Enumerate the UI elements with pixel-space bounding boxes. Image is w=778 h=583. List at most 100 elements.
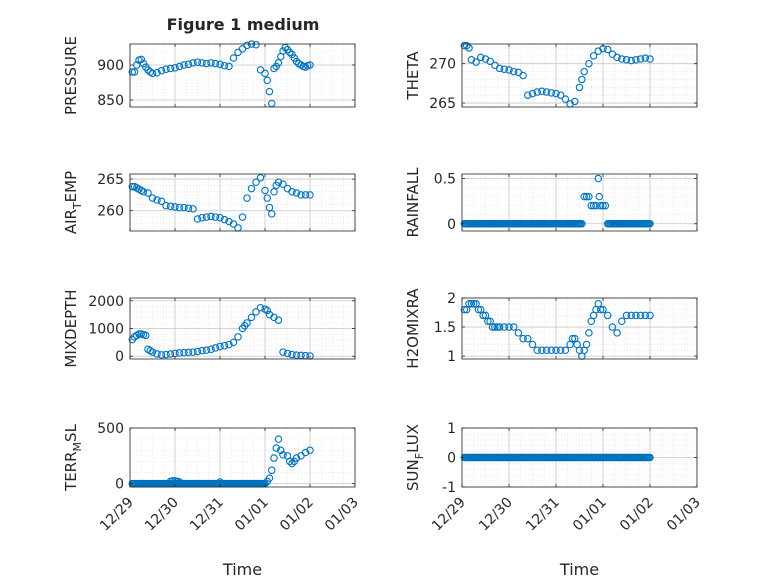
data-point xyxy=(189,348,197,356)
y-axis-label: SUNFLUX xyxy=(404,424,426,491)
axes-box xyxy=(129,173,356,232)
data-point xyxy=(587,201,595,210)
data-point xyxy=(211,59,220,68)
data-point xyxy=(279,450,287,459)
data-point xyxy=(632,55,640,64)
data-point xyxy=(528,89,537,98)
y-tick-label: 0 xyxy=(115,477,124,493)
data-point xyxy=(270,187,278,196)
y-tick-label: 260 xyxy=(97,204,124,220)
data-point xyxy=(202,213,211,221)
data-point xyxy=(148,194,157,202)
x-tick-label: 01/02 xyxy=(277,495,317,535)
subplot-5: 0 1000 2000 MIXDEPTH xyxy=(62,289,356,368)
data-point xyxy=(297,191,305,199)
data-point xyxy=(216,342,224,351)
data-point xyxy=(148,348,157,356)
data-point xyxy=(189,59,197,67)
data-point xyxy=(148,69,157,78)
data-point xyxy=(556,346,565,355)
y-tick-label: 900 xyxy=(97,58,124,74)
data-point xyxy=(495,64,504,73)
data-point xyxy=(594,174,603,183)
x-tick-label: 12/30 xyxy=(142,495,182,535)
data-point xyxy=(265,87,274,96)
data-point xyxy=(274,435,283,443)
data-point xyxy=(267,210,276,218)
data-point xyxy=(646,55,654,63)
data-point xyxy=(632,311,640,320)
data-point xyxy=(547,89,556,97)
data-point xyxy=(288,459,296,468)
data-point xyxy=(265,203,274,212)
data-point xyxy=(247,184,256,193)
y-tick-label: 2000 xyxy=(88,294,124,310)
data-point xyxy=(229,54,238,62)
data-point xyxy=(580,67,588,76)
data-point xyxy=(493,323,501,331)
data-point xyxy=(162,350,170,359)
data-point xyxy=(585,192,593,201)
data-point xyxy=(211,213,220,221)
y-tick-label: -1 xyxy=(442,480,456,496)
data-point xyxy=(524,91,532,99)
data-point xyxy=(627,56,635,65)
data-point xyxy=(279,180,287,188)
x-tick-label: 01/01 xyxy=(570,495,610,535)
data-point xyxy=(509,323,518,331)
y-axis-label: PRESSURE xyxy=(62,36,80,115)
data-point xyxy=(180,203,188,212)
data-point xyxy=(252,308,260,316)
data-point xyxy=(469,300,478,308)
data-point xyxy=(580,192,588,201)
x-axis-label: Time xyxy=(559,560,599,579)
data-point xyxy=(500,323,509,331)
data-point xyxy=(276,446,285,455)
y-tick-label: 850 xyxy=(97,93,124,109)
data-point xyxy=(484,317,492,325)
data-point xyxy=(547,346,556,355)
data-point xyxy=(252,40,260,49)
y-tick-label: 1.5 xyxy=(434,320,456,336)
y-tick-label: 0 xyxy=(115,349,124,365)
data-point xyxy=(157,197,166,205)
data-point xyxy=(238,213,247,221)
data-point xyxy=(216,213,224,222)
data-point xyxy=(256,174,265,182)
data-point xyxy=(519,71,527,80)
x-axis-label: Time xyxy=(222,560,262,579)
data-point xyxy=(193,215,202,223)
data-point xyxy=(220,341,229,350)
data-point xyxy=(180,61,188,69)
y-tick-label: 2 xyxy=(447,291,456,307)
data-point xyxy=(175,349,184,357)
data-point xyxy=(288,350,296,359)
data-point xyxy=(599,305,607,314)
data-point xyxy=(157,351,166,359)
data-point xyxy=(184,348,193,357)
data-point xyxy=(585,329,593,337)
data-point xyxy=(243,319,251,327)
y-axis-label: MIXDEPTH xyxy=(62,289,80,367)
data-point xyxy=(500,65,509,73)
data-point xyxy=(578,220,586,228)
data-point xyxy=(646,311,654,320)
data-point xyxy=(552,89,560,98)
data-point xyxy=(166,202,175,211)
data-point xyxy=(488,323,497,331)
data-point xyxy=(153,350,161,358)
data-point xyxy=(175,203,184,212)
data-point xyxy=(162,65,170,73)
plot-area xyxy=(130,44,355,107)
y-tick-label: 265 xyxy=(429,96,456,112)
data-point xyxy=(144,189,152,197)
data-point xyxy=(465,300,473,308)
data-point xyxy=(207,59,215,67)
data-point xyxy=(128,182,137,191)
data-point xyxy=(582,192,591,201)
data-point xyxy=(641,311,650,320)
data-point xyxy=(162,201,170,210)
axes-box xyxy=(461,173,698,232)
data-point xyxy=(538,87,546,96)
data-point xyxy=(460,305,469,314)
